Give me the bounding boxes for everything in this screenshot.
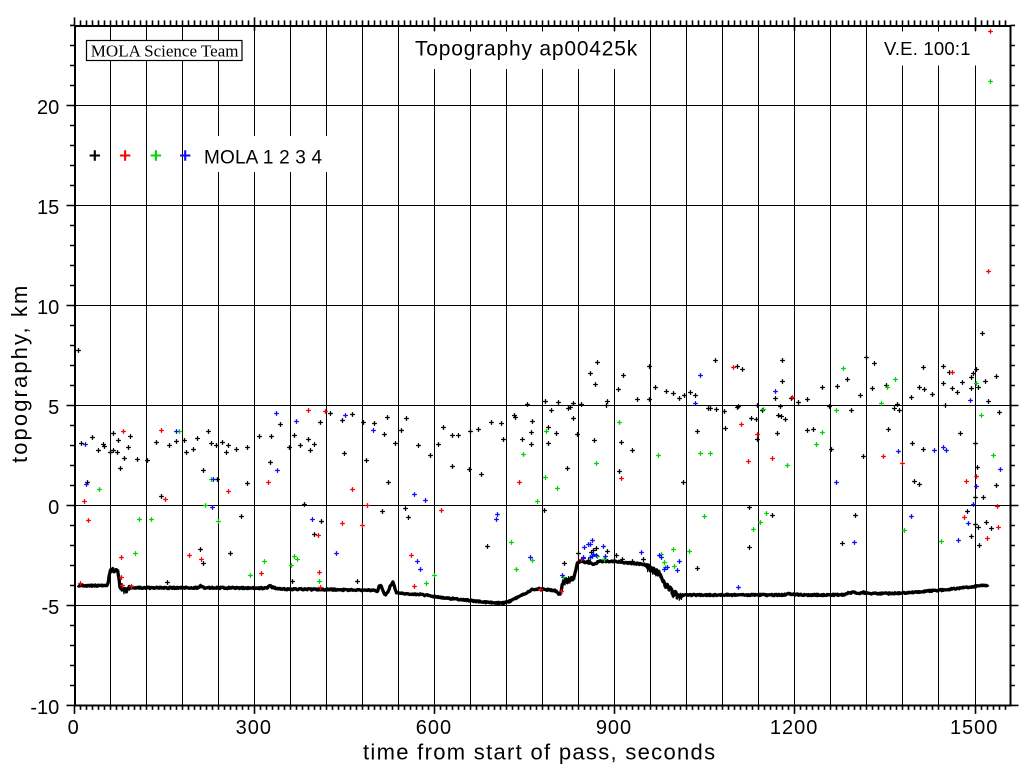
svg-text:MOLA 1 2 3 4: MOLA 1 2 3 4 — [204, 148, 322, 169]
svg-text:1200: 1200 — [770, 717, 819, 739]
svg-text:-5: -5 — [42, 597, 60, 619]
svg-text:300: 300 — [236, 717, 272, 739]
svg-text:MOLA Science Team: MOLA Science Team — [91, 41, 239, 60]
svg-text:10: 10 — [37, 297, 59, 319]
svg-text:Topography ap00425k: Topography ap00425k — [415, 38, 638, 61]
svg-text:20: 20 — [37, 97, 59, 119]
svg-text:V.E. 100:1: V.E. 100:1 — [884, 38, 971, 59]
svg-text:5: 5 — [48, 397, 59, 419]
svg-text:0: 0 — [48, 497, 59, 519]
svg-text:900: 900 — [596, 717, 632, 739]
svg-text:0: 0 — [68, 717, 80, 739]
svg-text:15: 15 — [37, 197, 59, 219]
svg-text:1500: 1500 — [950, 717, 999, 739]
svg-text:600: 600 — [416, 717, 452, 739]
svg-text:topography, km: topography, km — [7, 284, 32, 463]
svg-text:-10: -10 — [30, 697, 59, 719]
svg-text:time from start of pass, secon: time from start of pass, seconds — [363, 740, 716, 765]
